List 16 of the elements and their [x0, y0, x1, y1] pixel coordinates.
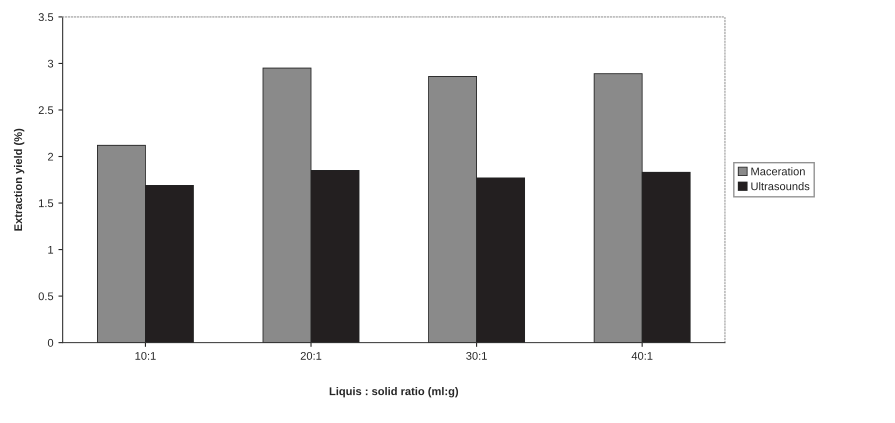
x-tick-label: 10:1: [135, 352, 156, 360]
y-tick-label: 1: [48, 246, 54, 254]
x-tick-label: 30:1: [466, 352, 487, 360]
x-tick-label: 20:1: [300, 352, 322, 360]
y-tick-label: 2.5: [38, 106, 54, 114]
y-tick-label: 2: [48, 152, 54, 161]
legend-label: Ultrasounds: [751, 182, 810, 190]
y-tick-label: 3.5: [38, 13, 54, 22]
y-tick-label: 3: [48, 60, 54, 68]
legend-label: Maceration: [751, 167, 805, 176]
y-axis-title: Extraction yield (%): [14, 128, 24, 231]
y-tick-label: 0.5: [38, 292, 54, 300]
y-tick-label: 1.5: [39, 199, 54, 208]
x-tick-label: 40:1: [632, 352, 652, 360]
x-axis-title: Liquis : solid ratio (ml:g): [330, 387, 458, 398]
y-tick-label: 0: [48, 338, 54, 347]
